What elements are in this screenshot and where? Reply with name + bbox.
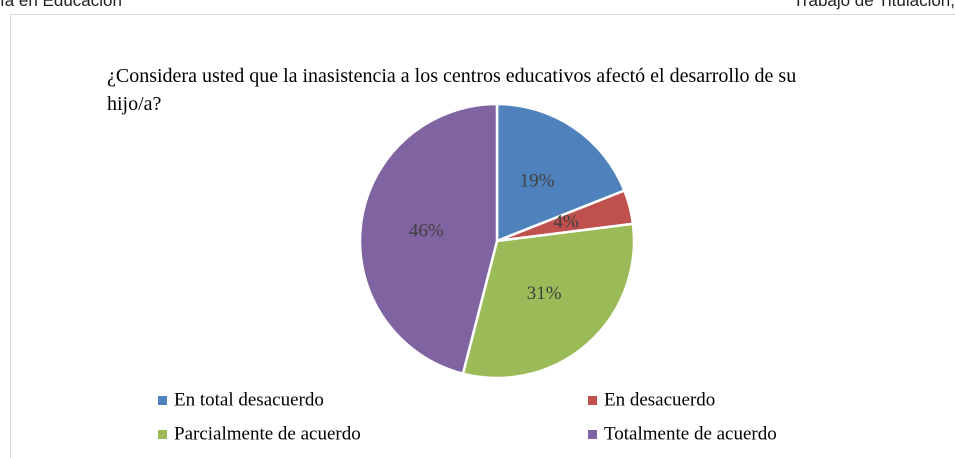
header-right: Trabajo de Titulación, bbox=[793, 0, 955, 10]
legend-swatch bbox=[158, 430, 167, 439]
chart-frame bbox=[10, 14, 955, 458]
legend-label: Parcialmente de acuerdo bbox=[174, 423, 361, 444]
pie-slice bbox=[358, 102, 499, 376]
legend-label: Totalmente de acuerdo bbox=[604, 423, 777, 444]
data-label: 4% bbox=[553, 212, 579, 233]
header-left: ía en Educación bbox=[0, 0, 122, 10]
chart-title: ¿Considera usted que la inasistencia a l… bbox=[107, 65, 797, 115]
legend-swatch bbox=[158, 396, 167, 405]
data-label: 31% bbox=[527, 283, 562, 304]
legend-label: En desacuerdo bbox=[604, 389, 715, 410]
legend-swatch bbox=[588, 430, 597, 439]
data-label: 46% bbox=[409, 220, 444, 241]
pie-slice bbox=[461, 222, 636, 380]
legend-label: En total desacuerdo bbox=[174, 389, 324, 410]
legend-swatch bbox=[588, 396, 597, 405]
pie-slice bbox=[495, 102, 627, 243]
data-label: 19% bbox=[520, 170, 555, 191]
